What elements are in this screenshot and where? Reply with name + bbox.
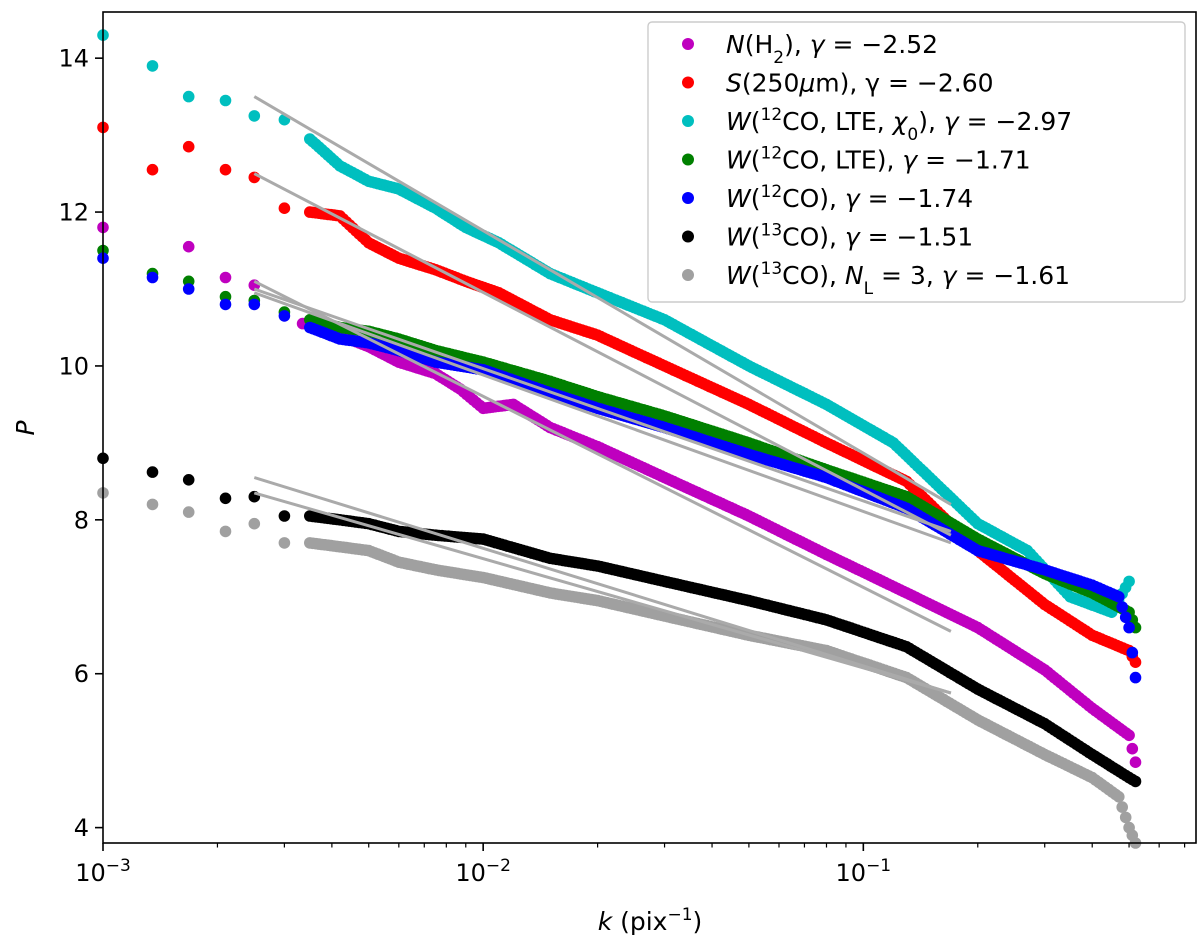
- data-point-dense: [1116, 601, 1128, 613]
- fit-lines: [253, 95, 952, 695]
- y-tick-label: 8: [74, 506, 89, 534]
- data-point: [219, 94, 232, 107]
- legend-label-1: N(H2), γ = −2.52: [726, 30, 938, 68]
- data-point-dense: [1119, 811, 1132, 824]
- series-3: [97, 29, 1135, 618]
- data-point: [1129, 775, 1142, 788]
- data-point-dense: [1116, 801, 1128, 813]
- legend-label-3: W(12CO, LTE, χ0), γ = −2.97: [726, 105, 1072, 145]
- fit-line-6: [253, 476, 952, 695]
- legend-box: [647, 21, 1186, 303]
- x-tick-label-1: 10−3: [75, 856, 131, 887]
- series-4: [97, 244, 1142, 634]
- data-point: [278, 510, 291, 522]
- data-point: [182, 506, 195, 518]
- data-point: [219, 163, 232, 176]
- x-tick-label-3: 10−1: [836, 856, 892, 887]
- legend-marker-3: [682, 115, 694, 127]
- data-point-dense: [1126, 742, 1139, 755]
- data-point: [1123, 729, 1135, 742]
- data-point: [182, 240, 195, 253]
- data-point: [146, 163, 159, 176]
- data-point: [1129, 756, 1142, 768]
- data-point: [1113, 591, 1125, 603]
- y-tick-label: 10: [58, 352, 89, 380]
- legend-marker-4: [682, 153, 694, 166]
- legend: N(H2), γ = −2.52S(250μm), γ = −2.60 W(12C…: [647, 21, 1186, 303]
- data-point: [278, 202, 291, 214]
- data-point: [248, 298, 261, 311]
- y-tick-label: 4: [74, 814, 89, 842]
- data-point: [219, 298, 232, 311]
- data-point: [248, 110, 261, 122]
- data-point: [1123, 621, 1135, 634]
- legend-label-6: W(13CO), γ = −1.51: [726, 221, 973, 252]
- data-point: [219, 525, 232, 538]
- fit-line-5: [253, 291, 952, 545]
- x-tick-label-2: 10−2: [455, 856, 511, 887]
- y-tick-label: 14: [58, 45, 89, 73]
- legend-marker-5: [682, 192, 694, 204]
- legend-label-7: W(13CO), NL = 3, γ = −1.61: [726, 259, 1070, 299]
- legend-marker-7: [682, 269, 694, 281]
- y-tick-label: 12: [58, 199, 89, 227]
- data-point: [219, 492, 232, 505]
- legend-marker-2: [682, 76, 694, 89]
- y-tick-label: 6: [74, 660, 89, 688]
- fit-line-1: [253, 279, 952, 633]
- legend-marker-1: [682, 38, 694, 50]
- fit-line-4: [253, 287, 952, 533]
- data-point: [182, 283, 195, 295]
- data-point: [146, 466, 159, 478]
- data-point-dense: [1119, 611, 1132, 624]
- x-axis-ticks: 10−3 10−2 10−1: [75, 843, 1186, 887]
- data-point: [1129, 671, 1142, 684]
- series-6: [97, 452, 1142, 788]
- data-point: [182, 140, 195, 153]
- data-point: [146, 498, 159, 511]
- plot-frame: [102, 11, 1197, 844]
- data-point: [278, 310, 291, 322]
- series-5: [97, 252, 1142, 684]
- legend-label-2: S(250μm), γ = −2.60: [726, 69, 994, 98]
- legend-label-4: W(12CO, LTE), γ = −1.71: [726, 144, 1031, 175]
- data-point: [219, 271, 232, 284]
- data-point: [1129, 656, 1142, 668]
- y-axis-ticks: 4 6 8 10 12 14: [58, 45, 103, 842]
- data-point: [146, 271, 159, 284]
- fit-line-2: [253, 172, 952, 537]
- y-axis-label: P: [11, 420, 40, 436]
- x-axis-label: k (pix−1): [598, 905, 703, 936]
- data-point: [248, 517, 261, 530]
- data-point: [182, 474, 195, 486]
- data-point: [278, 537, 291, 549]
- fit-line-7: [253, 491, 952, 695]
- fit-line-3: [253, 95, 952, 506]
- data-point: [182, 90, 195, 103]
- data-point: [146, 60, 159, 72]
- data-point: [248, 171, 261, 184]
- data-point: [1123, 575, 1135, 588]
- legend-label-5: W(12CO), γ = −1.74: [726, 182, 973, 213]
- legend-marker-6: [682, 230, 694, 243]
- data-point-dense: [1126, 646, 1139, 659]
- data-point: [1113, 791, 1125, 803]
